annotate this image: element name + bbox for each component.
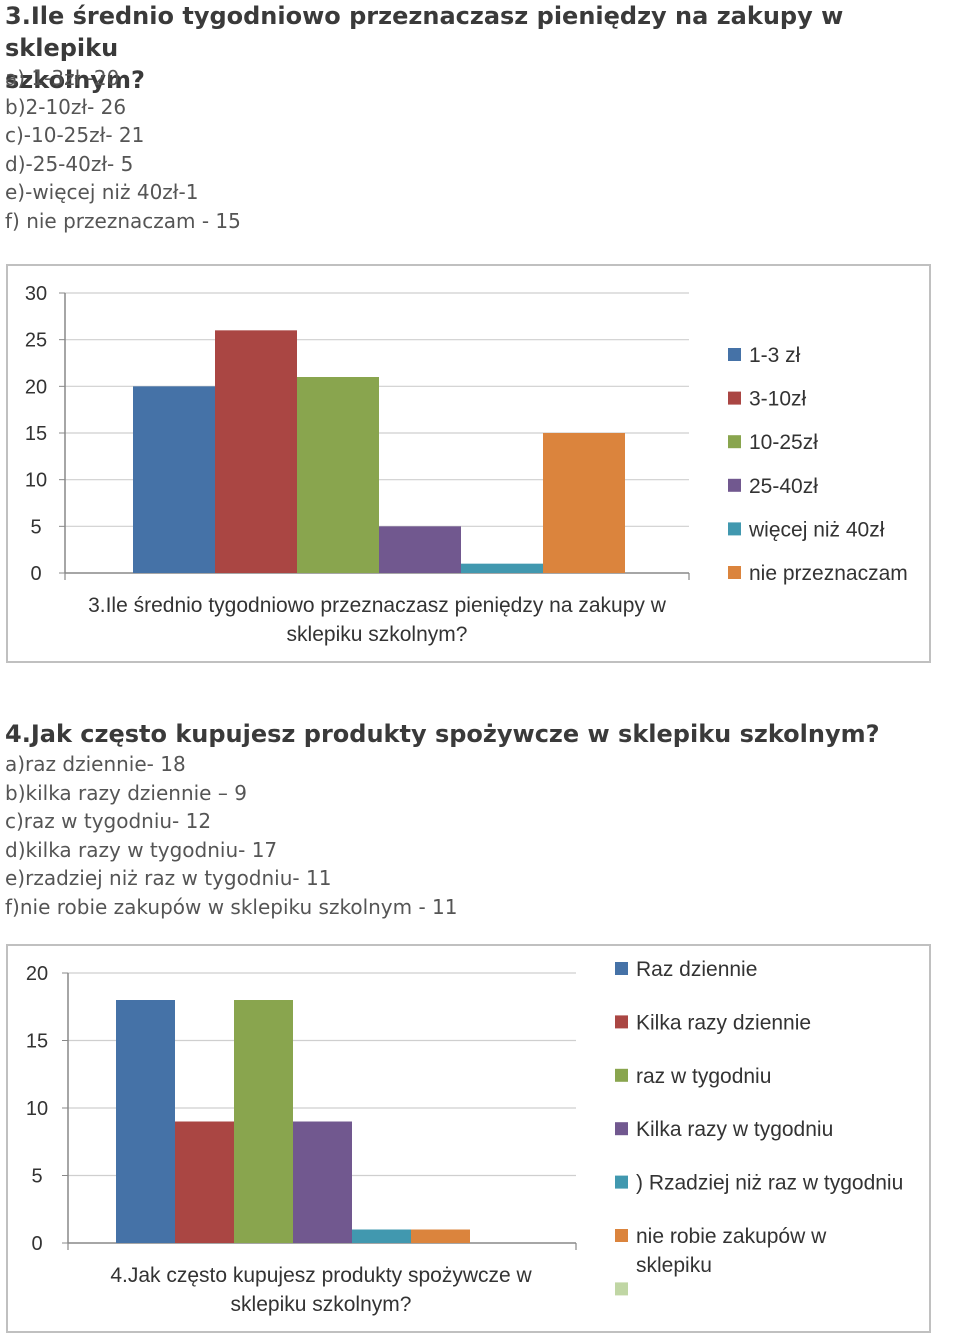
q4-chart-legend-label: sklepiku [636, 1254, 712, 1277]
q3-chart-legend-swatch [728, 522, 741, 536]
q4-chart-bar-2 [175, 1121, 234, 1243]
q3-chart: 0 5 10 15 20 25 30 3.Ile średnio tygodniowo prz… [6, 264, 931, 663]
q4-chart-svg: 0 5 10 15 20 4.Jak często kupujesz produkty s… [26, 958, 903, 1316]
q3-title-line1: 3.Ile średnio tygodniowo przeznaczasz pi… [5, 2, 844, 62]
q4-chart-legend-swatch [615, 1068, 628, 1082]
q3-chart-y-tick-label: 30 [25, 283, 47, 305]
q3-chart-bar-4 [379, 526, 461, 573]
q3-answer-c: c)-10-25zł- 21 [5, 123, 145, 148]
q3-chart-y-tick-label: 5 [30, 516, 41, 538]
q3-chart-legend-swatch [728, 348, 741, 361]
q3-chart-legend-label: 3-10zł [749, 388, 807, 411]
q3-answer-d: d)-25-40zł- 5 [5, 151, 134, 176]
q3-chart-y-tick-label: 15 [25, 423, 47, 445]
q3-answer-e: e)-więcej niż 40zł-1 [5, 180, 199, 205]
q4-chart-legend-swatch [615, 1282, 628, 1296]
q3-chart-bar-2 [215, 330, 297, 573]
q4-chart-legend-label: Raz dziennie [636, 958, 757, 981]
q4-answer-list: a)raz dziennie- 18 b)kilka razy dziennie… [5, 750, 458, 922]
q3-answer-f: f) nie przeznaczam - 15 [5, 208, 241, 233]
q4-chart-bar-5 [352, 1229, 411, 1243]
q4-chart-legend-swatch [615, 1229, 628, 1242]
q4-chart-y-tick-label: 5 [31, 1166, 42, 1188]
q4-chart-legend-label: nie robie zakupów w [636, 1225, 827, 1248]
q3-chart-y-tick-label: 10 [25, 470, 47, 492]
q4-chart-bar-3 [234, 1000, 293, 1243]
q3-chart-legend-swatch [728, 478, 741, 492]
q4-answer-f: f)nie robie zakupów w sklepiku szkolnym … [5, 894, 458, 919]
q3-chart-legend-label: nie przeznaczam [749, 562, 908, 585]
q3-chart-y-tick-label: 0 [30, 563, 41, 585]
q4-chart-y-tick-label: 15 [26, 1031, 48, 1053]
q3-chart-y-tick-label: 20 [25, 376, 47, 398]
q4-chart-legend-swatch [615, 1122, 628, 1136]
q4-chart-legend-swatch [615, 1175, 628, 1189]
q3-chart-category-label: 3.Ile średnio tygodniowo przeznaczasz pi… [88, 594, 667, 617]
q3-chart-legend-label: 10-25zł [749, 431, 818, 454]
q4-chart-category-label: sklepiku szkolnym? [231, 1293, 412, 1316]
q4-chart-y-tick-label: 20 [26, 963, 48, 985]
q4-chart-bar-1 [116, 1000, 175, 1243]
q4-chart-legend-swatch [615, 1015, 628, 1029]
q3-chart-legend-label: 25-40zł [749, 475, 818, 498]
q3-title: 3.Ile średnio tygodniowo przeznaczasz pi… [5, 0, 960, 96]
q3-chart-y-tick-label: 25 [25, 330, 47, 352]
q3-chart-bar-6 [543, 433, 625, 573]
q3-chart-legend-swatch [728, 566, 741, 579]
q3-answer-b: b)2-10zł- 26 [5, 94, 127, 119]
q4-chart-legend-label: raz w tygodniu [636, 1065, 771, 1088]
q4-answer-c: c)raz w tygodniu- 12 [5, 809, 212, 834]
q3-chart-category-label: sklepiku szkolnym? [287, 623, 468, 646]
q3-chart-bar-3 [297, 377, 379, 573]
q4-chart-y-tick-label: 0 [31, 1233, 42, 1255]
q4-chart-legend-label: Kilka razy w tygodniu [636, 1118, 833, 1141]
q3-answer-list: a) 1-3zł -20 b)2-10zł- 26 c)-10-25zł- 21… [5, 64, 241, 236]
q4-chart-legend-label: Kilka razy dziennie [636, 1011, 811, 1034]
q3-chart-bar-1 [133, 386, 215, 573]
q3-chart-legend-label: 1-3 zł [749, 344, 801, 367]
q4-chart-bar-4 [293, 1121, 352, 1243]
q4-answer-a: a)raz dziennie- 18 [5, 752, 186, 776]
q4-chart-bar-6 [411, 1229, 470, 1243]
q4-chart-category-label: 4.Jak często kupujesz produkty spożywcze… [110, 1264, 532, 1287]
q3-chart-legend-label: więcej niż 40zł [748, 518, 885, 541]
q4-chart-y-tick-label: 10 [26, 1098, 48, 1120]
q4-answer-e: e)rzadziej niż raz w tygodniu- 11 [5, 866, 332, 891]
q3-chart-legend-swatch [728, 435, 741, 449]
q3-chart-bar-5 [461, 563, 543, 573]
q4-answer-d: d)kilka razy w tygodniu- 17 [5, 837, 278, 862]
q4-chart-legend-swatch [615, 962, 628, 975]
q3-chart-legend-swatch [728, 391, 741, 405]
q3-chart-svg: 0 5 10 15 20 25 30 3.Ile średnio tygodniowo prz… [25, 283, 908, 646]
q4-chart-legend-label: ) Rzadziej niż raz w tygodniu [636, 1172, 903, 1195]
q4-answer-b: b)kilka razy dziennie – 9 [5, 780, 247, 805]
q3-answer-a: a) 1-3zł -20 [5, 66, 120, 90]
q4-chart: 0 5 10 15 20 4.Jak często kupujesz produkty s… [6, 944, 931, 1333]
q4-title: 4.Jak często kupujesz produkty spożywcze… [5, 720, 880, 748]
q3-title-line2: szkolnym? [5, 66, 145, 94]
